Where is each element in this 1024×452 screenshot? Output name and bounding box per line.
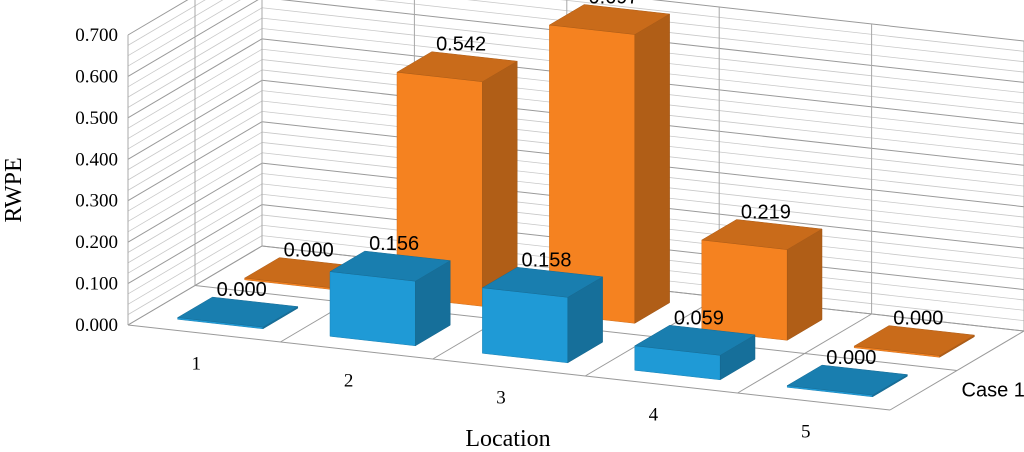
y-tick-label: 0.400	[75, 149, 118, 170]
bar	[176, 296, 299, 330]
data-label: 0.219	[741, 202, 791, 224]
y-tick-label: 0.500	[75, 108, 118, 129]
bar-top-face	[548, 4, 671, 35]
x-tick-label: 2	[344, 371, 354, 392]
y-tick-label: 0.000	[75, 315, 118, 336]
bar	[786, 364, 909, 398]
labels: 0.000 0.100 0.200 0.300 0.400 0.500 0.600 0.700…	[75, 0, 1024, 443]
data-label: 0.059	[674, 307, 724, 329]
bar-front-face	[482, 287, 569, 364]
series-label: Case 1	[962, 379, 1024, 401]
data-label: 0.000	[217, 279, 267, 301]
data-label: 0.542	[436, 34, 486, 56]
bars	[176, 4, 976, 398]
bar-side-face	[482, 60, 518, 307]
data-label: 0.000	[893, 308, 943, 330]
y-tick-label: 0.700	[75, 25, 118, 46]
bar-top-face	[176, 296, 299, 328]
bar	[634, 325, 756, 381]
bar-top-face	[396, 51, 518, 82]
y-tick-label: 0.100	[75, 274, 118, 295]
side-wall-gridline	[127, 0, 189, 36]
bar	[481, 267, 604, 364]
bar-top-face	[853, 325, 976, 356]
data-label: 0.156	[369, 233, 419, 255]
back-wall-gridline	[559, 0, 1024, 52]
data-label: 0.000	[826, 347, 876, 369]
bar-side-face	[634, 13, 670, 324]
y-axis-title: RWPE	[1, 157, 27, 222]
bar	[548, 4, 671, 324]
bar	[396, 51, 518, 307]
bar-top-face	[786, 364, 909, 396]
y-tick-label: 0.600	[75, 66, 118, 87]
bar	[329, 250, 451, 347]
data-label: 0.158	[521, 249, 571, 271]
bar-top-face	[329, 250, 451, 282]
data-label: 0.697	[588, 0, 638, 8]
x-tick-label: 5	[801, 422, 811, 443]
x-axis-title: Location	[465, 426, 550, 452]
y-tick-label: 0.300	[75, 191, 118, 212]
data-label: 0.000	[284, 240, 334, 262]
floor-line	[127, 324, 891, 411]
x-tick-label: 4	[649, 405, 659, 426]
bar	[701, 219, 823, 341]
y-tick-label: 0.200	[75, 232, 118, 253]
bar-top-face	[481, 267, 604, 298]
bar-front-face	[329, 271, 416, 347]
bar	[853, 325, 976, 358]
back-wall-gridline	[651, 0, 1024, 42]
x-tick-label: 3	[496, 388, 506, 409]
x-tick-label: 1	[191, 354, 201, 375]
bar-top-face	[701, 219, 823, 250]
bar-top-face	[634, 325, 756, 356]
